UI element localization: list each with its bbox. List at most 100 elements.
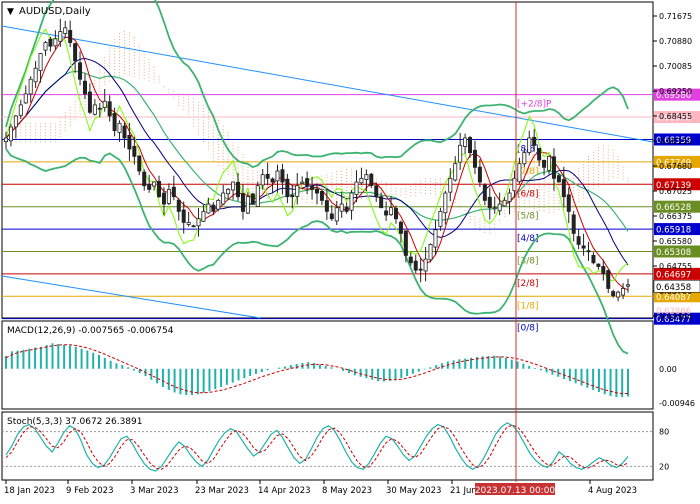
cloud-dot [331, 187, 333, 189]
candle-body [216, 199, 221, 210]
cloud-dot [49, 129, 51, 131]
cloud-dot [607, 148, 609, 150]
cloud-dot [538, 188, 540, 190]
cloud-dot [523, 178, 525, 180]
cloud-dot [523, 202, 525, 204]
cloud-dot [64, 130, 66, 132]
cloud-dot [207, 136, 209, 138]
candle-body [586, 250, 591, 253]
cloud-dot [198, 107, 200, 109]
cloud-dot [252, 181, 254, 183]
cloud-dot [602, 175, 604, 177]
cloud-dot [247, 169, 249, 171]
cloud-dot [346, 198, 348, 200]
symbol-menu-icon[interactable]: ▼ [7, 7, 14, 17]
cloud-dot [69, 118, 71, 120]
cloud-dot [15, 138, 17, 140]
time-tick-label: 14 Apr 2023 [258, 486, 311, 496]
cloud-dot [128, 56, 130, 58]
cloud-dot [336, 186, 338, 188]
cloud-dot [20, 135, 22, 137]
cloud-dot [59, 117, 61, 119]
cloud-dot [533, 196, 535, 198]
cloud-dot [578, 174, 580, 176]
cloud-dot [202, 134, 204, 136]
cloud-dot [607, 160, 609, 162]
cloud-dot [548, 175, 550, 177]
murrey-label: [+2/8]P [517, 100, 552, 110]
candle-body [463, 137, 468, 147]
cloud-dot [35, 129, 37, 131]
cloud-dot [114, 68, 116, 70]
cloud-dot [227, 159, 229, 161]
cloud-dot [553, 196, 555, 198]
cloud-dot [222, 167, 224, 169]
cloud-dot [188, 104, 190, 106]
candle-body [458, 144, 463, 163]
candle-body [443, 192, 448, 214]
cloud-dot [617, 173, 619, 175]
candle-body [616, 291, 621, 298]
cloud-dot [198, 119, 200, 121]
cloud-dot [207, 118, 209, 120]
price-tick-label: 0.70880 [659, 37, 692, 46]
candle-body [260, 174, 265, 186]
cloud-dot [370, 187, 372, 189]
cloud-dot [390, 193, 392, 195]
cloud-dot [212, 156, 214, 158]
cloud-dot [114, 71, 116, 73]
cloud-dot [74, 107, 76, 109]
cloud-dot [49, 141, 51, 143]
macd-indicator: 0.00 -0.00946 [5, 343, 695, 408]
cloud-dot [602, 145, 604, 147]
cloud-dot [533, 154, 535, 156]
cloud-dot [415, 186, 417, 188]
candle-body [107, 101, 112, 117]
cloud-dot [188, 101, 190, 103]
cloud-dot [207, 148, 209, 150]
cloud-dot [114, 59, 116, 61]
cloud-dot [30, 123, 32, 125]
cloud-dot [10, 123, 12, 125]
cloud-dot [272, 194, 274, 196]
cloud-dot [104, 68, 106, 70]
cloud-dot [44, 141, 46, 143]
bottom-price-label: 0.62866 [656, 307, 691, 317]
cloud-dot [64, 118, 66, 120]
current-price-box [653, 280, 700, 293]
cloud-dot [148, 67, 150, 69]
cloud-dot [548, 205, 550, 207]
murrey-price-label: 0.66528 [656, 203, 691, 213]
cloud-dot [543, 195, 545, 197]
cloud-dot [222, 134, 224, 136]
cloud-dot [415, 183, 417, 185]
cloud-dot [193, 113, 195, 115]
cloud-dot [523, 172, 525, 174]
cloud-dot [232, 169, 234, 171]
cloud-dot [212, 132, 214, 134]
candle-body [236, 181, 241, 198]
cloud-dot [410, 192, 412, 194]
cloud-dot [242, 166, 244, 168]
candle-body [63, 27, 68, 34]
candle-body [314, 188, 319, 194]
cloud-dot [558, 193, 560, 195]
cloud-dot [538, 194, 540, 196]
cloud-dot [494, 223, 496, 225]
cloud-dot [592, 181, 594, 183]
cloud-dot [395, 187, 397, 189]
cloud-dot [242, 181, 244, 183]
cloud-dot [321, 187, 323, 189]
cloud-dot [346, 180, 348, 182]
cloud-dot [518, 208, 520, 210]
cloud-dot [227, 174, 229, 176]
cloud-dot [528, 167, 530, 169]
cloud-dot [183, 108, 185, 110]
cloud-dot [612, 155, 614, 157]
price-axis: 0.69580 0.68970 0.68359 0.67749 0.67139 0.665… [653, 12, 700, 325]
cloud-dot [523, 208, 525, 210]
cloud-dot [138, 56, 140, 58]
cloud-dot [237, 152, 239, 154]
cloud-dot [301, 195, 303, 197]
cloud-dot [59, 126, 61, 128]
